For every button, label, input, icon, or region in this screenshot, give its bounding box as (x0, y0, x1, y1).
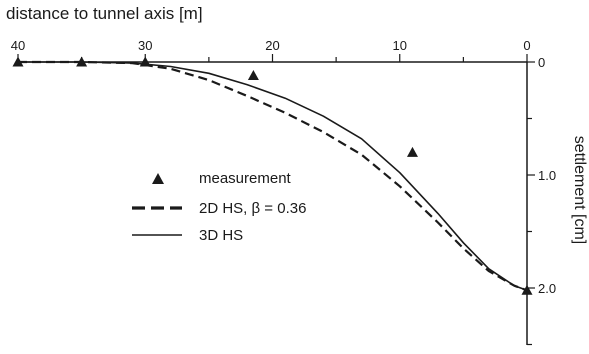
x-tick-label: 0 (523, 38, 530, 53)
measurement-point (406, 146, 418, 157)
x-axis-title: distance to tunnel axis [m] (6, 4, 203, 23)
y-axis-title: settlement [cm] (571, 136, 588, 244)
x-tick-label: 20 (265, 38, 279, 53)
x-tick-label: 30 (138, 38, 152, 53)
measurement-point (247, 70, 259, 81)
legend-measurement-symbol (152, 173, 164, 184)
x-tick-label: 40 (11, 38, 25, 53)
y-tick-label: 2.0 (538, 281, 556, 296)
legend-label: 3D HS (199, 227, 243, 244)
y-tick-label: 0 (538, 55, 545, 70)
x-tick-label: 10 (393, 38, 407, 53)
y-tick-label: 1.0 (538, 168, 556, 183)
legend-label: measurement (199, 170, 292, 187)
legend-label: 2D HS, β = 0.36 (199, 200, 306, 217)
series-3d-hs-line (18, 61, 528, 292)
